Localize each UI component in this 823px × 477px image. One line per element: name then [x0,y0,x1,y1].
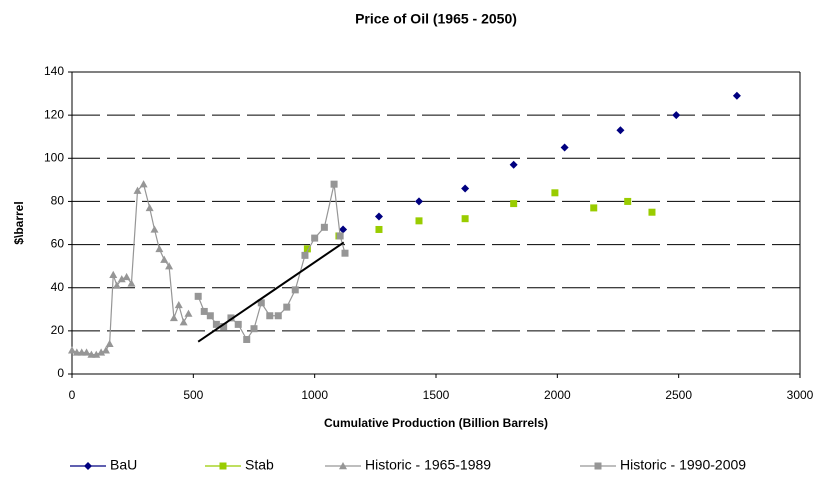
marker [320,223,328,231]
marker [184,309,193,317]
marker [243,335,251,343]
marker [105,339,114,347]
marker [122,272,131,281]
marker [150,225,159,233]
y-tick-label: 60 [51,237,65,251]
marker [283,303,291,311]
marker [97,348,106,356]
chart-title: Price of Oil (1965 - 2050) [355,11,517,27]
x-tick-label: 1500 [423,388,450,402]
marker [375,225,383,233]
marker [732,91,741,100]
series-line [71,182,190,356]
marker [339,225,348,234]
marker [155,244,164,253]
marker [560,143,569,152]
x-tick-label: 1000 [301,388,328,402]
marker [84,462,92,470]
marker [551,189,559,197]
y-tick-label: 20 [51,323,65,337]
marker [139,180,148,188]
marker [165,262,174,270]
legend-label: Historic - 1965-1989 [365,457,491,473]
marker [101,346,110,354]
legend-label: Stab [245,457,274,473]
y-tick-label: 0 [57,366,64,380]
marker [112,281,121,289]
marker [92,350,101,358]
marker [374,212,383,221]
marker [82,348,91,356]
x-tick-label: 3000 [787,388,814,402]
marker [509,160,518,169]
legend-label: BaU [110,457,137,473]
marker [648,208,656,216]
marker [594,462,602,470]
marker [145,203,154,212]
marker [133,186,142,194]
marker [109,270,118,278]
trend-line [197,241,345,343]
marker [301,251,309,259]
marker [206,312,214,320]
marker [250,325,258,333]
marker [415,217,423,225]
y-tick-label: 80 [51,194,65,208]
y-axis-label: $\barrel [12,201,26,244]
marker [616,126,625,135]
marker [311,234,319,242]
x-axis-label: Cumulative Production (Billion Barrels) [324,416,548,430]
marker [68,346,76,354]
marker [169,313,178,322]
marker [194,292,202,300]
marker [330,180,338,188]
marker [266,312,274,320]
marker [274,312,282,320]
marker [257,299,265,307]
marker [212,320,220,328]
marker [624,197,632,205]
marker [200,307,208,315]
x-tick-label: 0 [69,388,76,402]
marker [174,300,183,309]
marker [179,318,188,326]
marker [336,232,344,240]
marker [341,249,349,257]
marker [160,255,169,263]
marker [339,462,347,470]
x-tick-label: 500 [183,388,203,402]
marker [461,184,470,193]
marker [117,275,126,283]
marker [415,197,424,206]
y-tick-label: 40 [51,280,65,294]
marker [672,111,681,120]
marker [219,462,227,470]
legend-label: Historic - 1990-2009 [620,457,746,473]
marker [234,320,242,328]
marker [127,279,136,287]
marker [590,204,598,212]
marker [291,286,299,294]
x-tick-label: 2500 [665,388,692,402]
marker [510,200,518,208]
y-tick-label: 140 [44,64,64,78]
x-tick-label: 2000 [544,388,571,402]
y-tick-label: 100 [44,150,64,164]
y-tick-label: 120 [44,107,64,121]
marker [461,215,469,223]
